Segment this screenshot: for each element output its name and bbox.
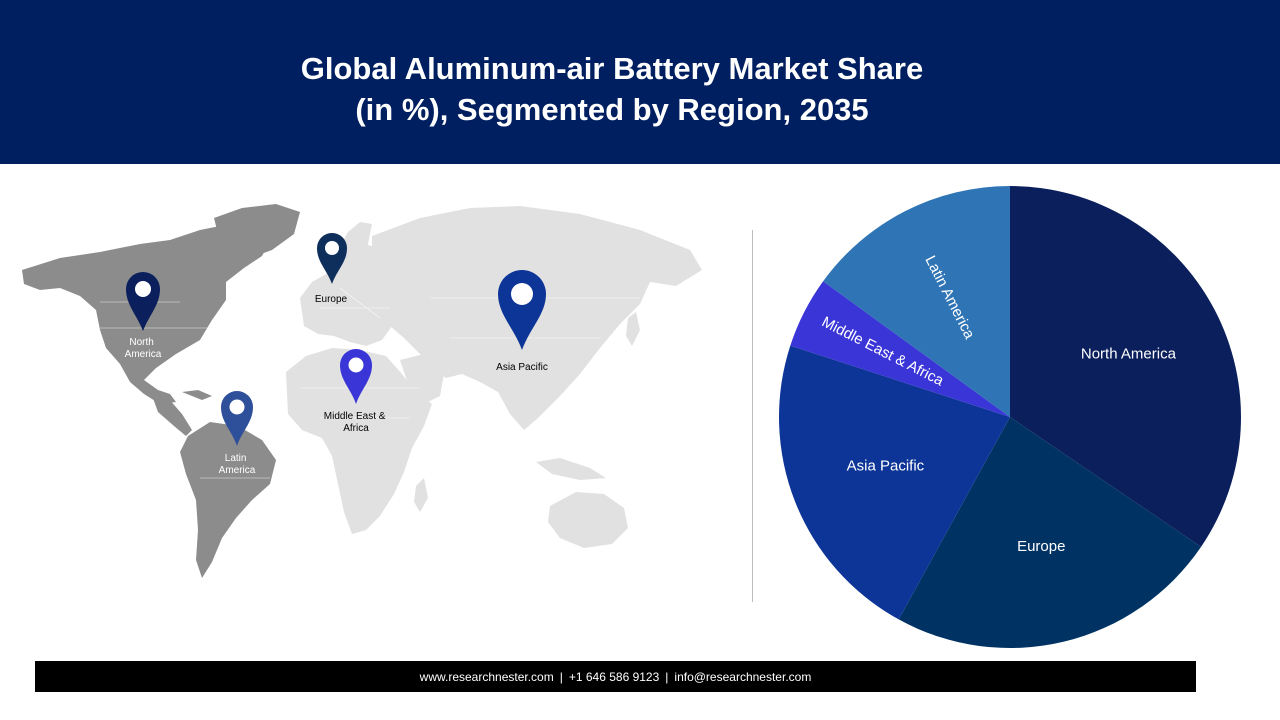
pin-label-north-america: North America — [125, 337, 162, 360]
caribbean-shape — [182, 390, 212, 400]
footer-phone[interactable]: +1 646 586 9123 — [568, 669, 660, 684]
page-title: Global Aluminum-air Battery Market Share… — [212, 48, 1012, 130]
footer-separator: | — [665, 669, 669, 684]
japan-shape — [626, 312, 640, 346]
pie-label-asia-pacific: Asia Pacific — [847, 457, 925, 474]
map-dark-regions — [22, 204, 300, 578]
section-divider — [752, 230, 753, 602]
footer-separator: | — [559, 669, 563, 684]
footer-bar: www.researchnester.com | +1 646 586 9123… — [35, 661, 1196, 692]
footer-email-link[interactable]: info@researchnester.com — [674, 669, 812, 684]
pie-slice-middle-east-and-africa — [790, 281, 1010, 417]
map-pin-icon — [317, 233, 347, 284]
pie-label-europe: Europe — [1017, 538, 1065, 555]
title-line-1: Global Aluminum-air Battery Market Share — [300, 51, 924, 86]
indonesia-shape — [536, 458, 606, 480]
world-map: North America Europe Asia Pacific Middle… — [22, 204, 702, 578]
map-pin-icon — [221, 391, 253, 446]
pin-label-middle-east-africa: Middle East & Africa — [324, 411, 388, 434]
australia-shape — [548, 492, 628, 548]
map-pin-icon — [126, 272, 160, 331]
south-america-shape — [180, 422, 276, 578]
pin-label-europe: Europe — [315, 294, 348, 305]
arabia-shape — [400, 354, 444, 404]
pie-slice-asia-pacific — [779, 345, 1010, 620]
pin-latin-america[interactable]: Latin America — [219, 391, 256, 476]
greenland-shape — [214, 204, 300, 258]
pin-europe[interactable]: Europe — [315, 233, 348, 305]
pie-slice-north-america — [1010, 186, 1241, 547]
footer-website-link[interactable]: www.researchnester.com — [419, 669, 554, 684]
header-banner: Global Aluminum-air Battery Market Share… — [0, 0, 1280, 164]
madagascar-shape — [414, 478, 428, 512]
title-line-2: (in %), Segmented by Region, 2035 — [355, 92, 869, 127]
pie-slices — [779, 186, 1241, 648]
pie-slice-latin-america — [823, 186, 1010, 417]
europe-shape — [300, 244, 396, 346]
central-america-shape — [150, 390, 192, 436]
pin-middle-east-africa[interactable]: Middle East & Africa — [324, 349, 388, 434]
pie-slice-europe — [898, 417, 1202, 648]
pie-label-north-america: North America — [1081, 345, 1177, 362]
pin-label-latin-america: Latin America — [219, 453, 256, 476]
pin-asia-pacific[interactable]: Asia Pacific — [496, 270, 548, 373]
map-pin-icon — [340, 349, 372, 404]
pin-north-america[interactable]: North America — [125, 272, 162, 360]
africa-shape — [286, 348, 432, 534]
pin-label-asia-pacific: Asia Pacific — [496, 362, 548, 373]
map-pin-icon — [498, 270, 546, 350]
